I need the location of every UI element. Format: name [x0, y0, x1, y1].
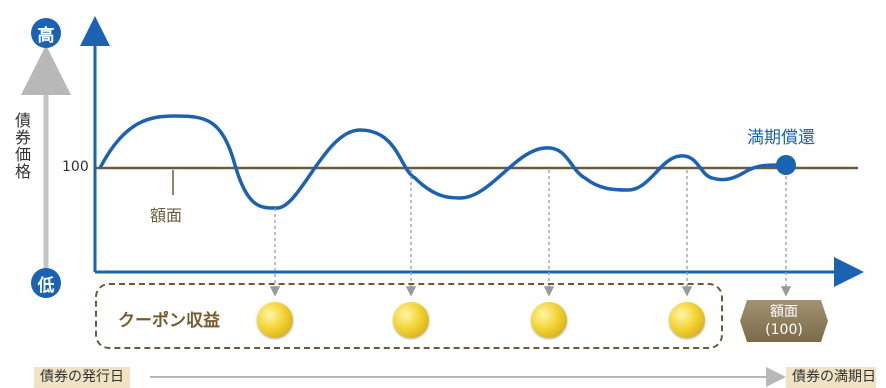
redemption-badge: 額面 (100)	[740, 300, 828, 342]
bond-price-curve	[98, 114, 787, 210]
value-100-label: 100	[62, 159, 89, 175]
maturity-label: 満期償還	[747, 128, 815, 148]
issue-date-tag: 債券の発行日	[34, 367, 130, 388]
redemption-badge-line1: 額面	[770, 304, 798, 320]
y-axis-title: 債券価格	[12, 112, 31, 180]
coupon-box	[95, 283, 723, 349]
face-value-label: 額面	[150, 206, 183, 225]
coupon-label: クーポン収益	[118, 311, 220, 331]
maturity-dot	[776, 155, 796, 175]
coupon-coin-icon	[669, 302, 705, 338]
coupon-coin-icon	[531, 302, 567, 338]
coupon-coin-icon	[257, 302, 293, 338]
low-label: 低	[31, 268, 61, 298]
redemption-badge-line2: (100)	[765, 322, 803, 338]
coupon-coin-icon	[393, 302, 429, 338]
maturity-date-tag: 債券の満期日	[786, 367, 876, 388]
high-label: 高	[31, 18, 61, 48]
